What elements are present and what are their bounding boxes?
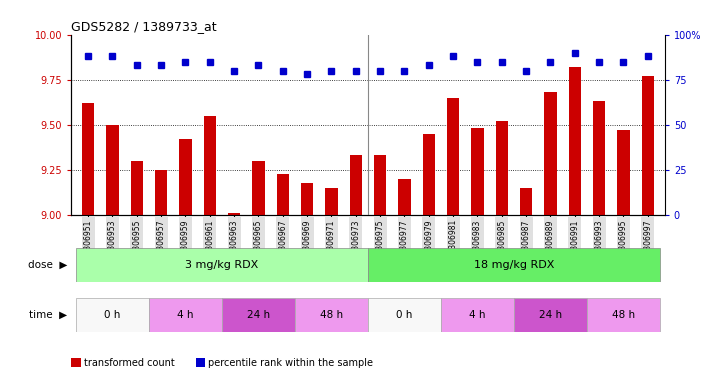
Bar <box>514 298 587 332</box>
Bar <box>301 182 314 215</box>
Bar <box>277 174 289 215</box>
Bar <box>471 128 483 215</box>
Bar <box>179 139 191 215</box>
Bar <box>569 67 581 215</box>
Bar <box>76 248 368 282</box>
Bar <box>107 125 119 215</box>
Text: 18 mg/kg RDX: 18 mg/kg RDX <box>474 260 554 270</box>
Text: 24 h: 24 h <box>539 310 562 320</box>
Bar <box>587 298 660 332</box>
Text: 4 h: 4 h <box>469 310 486 320</box>
Bar <box>617 130 629 215</box>
Bar <box>398 179 410 215</box>
Bar <box>447 98 459 215</box>
Bar <box>368 248 660 282</box>
Bar <box>252 161 264 215</box>
Bar <box>326 188 338 215</box>
Text: time  ▶: time ▶ <box>29 310 68 320</box>
Text: 4 h: 4 h <box>177 310 193 320</box>
Text: 0 h: 0 h <box>396 310 412 320</box>
Bar <box>149 298 222 332</box>
Text: 3 mg/kg RDX: 3 mg/kg RDX <box>186 260 259 270</box>
Bar <box>441 298 514 332</box>
Text: 48 h: 48 h <box>320 310 343 320</box>
Bar <box>222 298 295 332</box>
Bar <box>368 298 441 332</box>
Bar <box>228 213 240 215</box>
Bar <box>593 101 605 215</box>
Bar <box>520 188 532 215</box>
Text: transformed count: transformed count <box>84 358 175 368</box>
Text: 48 h: 48 h <box>612 310 635 320</box>
Text: percentile rank within the sample: percentile rank within the sample <box>208 358 373 368</box>
Bar <box>82 103 95 215</box>
Bar <box>295 298 368 332</box>
Text: GDS5282 / 1389733_at: GDS5282 / 1389733_at <box>71 20 217 33</box>
Bar <box>374 156 386 215</box>
Bar <box>155 170 167 215</box>
Bar <box>350 156 362 215</box>
Bar <box>545 92 557 215</box>
Bar <box>641 76 654 215</box>
Text: dose  ▶: dose ▶ <box>28 260 68 270</box>
Bar <box>422 134 435 215</box>
Bar <box>496 121 508 215</box>
Bar <box>131 161 143 215</box>
Bar <box>76 298 149 332</box>
Bar <box>204 116 216 215</box>
Text: 24 h: 24 h <box>247 310 270 320</box>
Text: 0 h: 0 h <box>105 310 121 320</box>
